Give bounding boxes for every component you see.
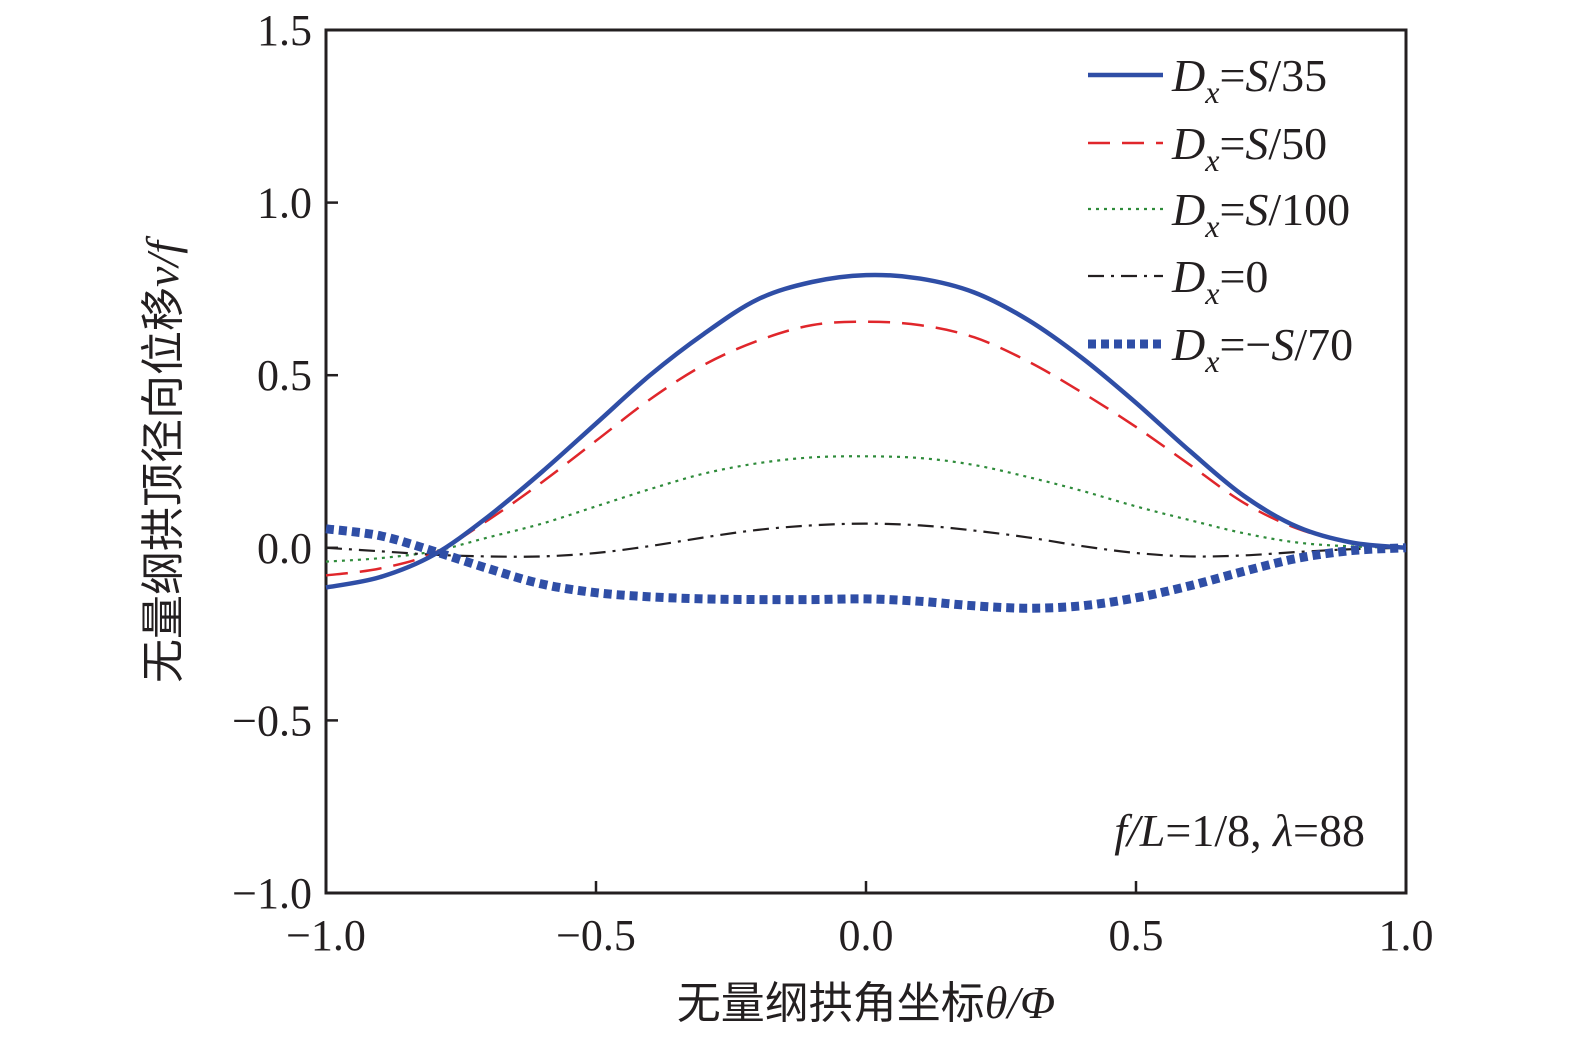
x-axis-title: 无量纲拱角坐标θ/Φ [677,977,1055,1029]
x-tick-label: 1.0 [1379,911,1434,960]
series-layer [325,272,1407,613]
legend-label-1: Dx=S/35 [1171,50,1327,110]
series-line-5 [325,524,1407,613]
legend-label-3: Dx=S/100 [1171,184,1350,244]
series-line-3 [325,455,1407,563]
x-tick-label: −0.5 [556,911,636,960]
y-tick-label: −1.0 [232,869,312,918]
y-tick-label: 0.0 [257,524,312,573]
y-tick-label: 1.5 [257,6,312,55]
series-line-4 [325,522,1407,558]
y-axis-title: 无量纲拱顶径向位移v/f [137,235,189,683]
axis-ticks: −1.0 −0.5 0.0 0.5 1.0 −1.0 −0.5 0.0 0.5 1.0 1.5 [232,6,1433,960]
y-tick-label: 0.5 [257,351,312,400]
y-tick-label: −0.5 [232,696,312,745]
x-tick-label: 0.0 [839,911,894,960]
y-tick-label: 1.0 [257,179,312,228]
x-tick-label: −1.0 [286,911,366,960]
legend-label-4: Dx=0 [1171,251,1268,311]
series-line-1 [325,272,1407,590]
legend-label-5: Dx=−S/70 [1171,319,1353,379]
annotation: f/L=1/8, λ=88 [1114,805,1365,856]
legend-label-2: Dx=S/50 [1171,118,1327,178]
x-tick-label: 0.5 [1109,911,1164,960]
